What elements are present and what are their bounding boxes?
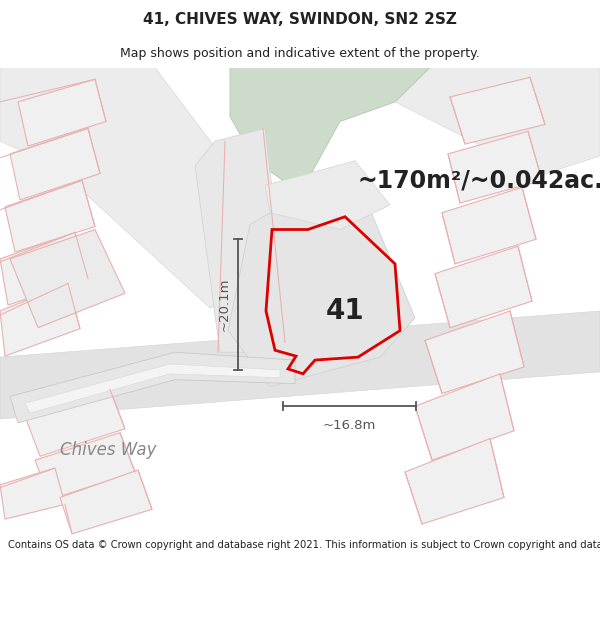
Polygon shape — [425, 311, 524, 394]
Polygon shape — [230, 68, 430, 185]
Polygon shape — [228, 185, 415, 387]
Polygon shape — [395, 68, 600, 176]
Polygon shape — [0, 284, 80, 356]
Text: ~20.1m: ~20.1m — [218, 278, 231, 331]
Text: Chives Way: Chives Way — [60, 441, 156, 459]
Text: 41, CHIVES WAY, SWINDON, SN2 2SZ: 41, CHIVES WAY, SWINDON, SN2 2SZ — [143, 12, 457, 27]
Polygon shape — [18, 79, 106, 146]
Text: Contains OS data © Crown copyright and database right 2021. This information is : Contains OS data © Crown copyright and d… — [8, 540, 600, 550]
Text: Map shows position and indicative extent of the property.: Map shows position and indicative extent… — [120, 48, 480, 60]
Polygon shape — [265, 161, 390, 229]
Polygon shape — [195, 128, 290, 352]
Polygon shape — [450, 78, 545, 144]
Polygon shape — [435, 246, 532, 328]
Polygon shape — [448, 131, 542, 203]
Polygon shape — [25, 389, 125, 456]
Polygon shape — [290, 176, 330, 210]
Text: ~170m²/~0.042ac.: ~170m²/~0.042ac. — [358, 168, 600, 192]
Polygon shape — [5, 181, 95, 252]
Polygon shape — [0, 232, 88, 305]
Polygon shape — [25, 364, 280, 413]
Polygon shape — [0, 311, 600, 419]
Polygon shape — [0, 68, 310, 308]
Polygon shape — [10, 128, 100, 200]
Text: 41: 41 — [326, 297, 364, 325]
Polygon shape — [442, 188, 536, 264]
Polygon shape — [35, 432, 135, 499]
Polygon shape — [60, 470, 152, 534]
Polygon shape — [0, 468, 65, 519]
Text: ~16.8m: ~16.8m — [323, 419, 376, 432]
Polygon shape — [405, 439, 504, 524]
Polygon shape — [10, 229, 125, 328]
Polygon shape — [10, 352, 295, 423]
Polygon shape — [415, 374, 514, 460]
